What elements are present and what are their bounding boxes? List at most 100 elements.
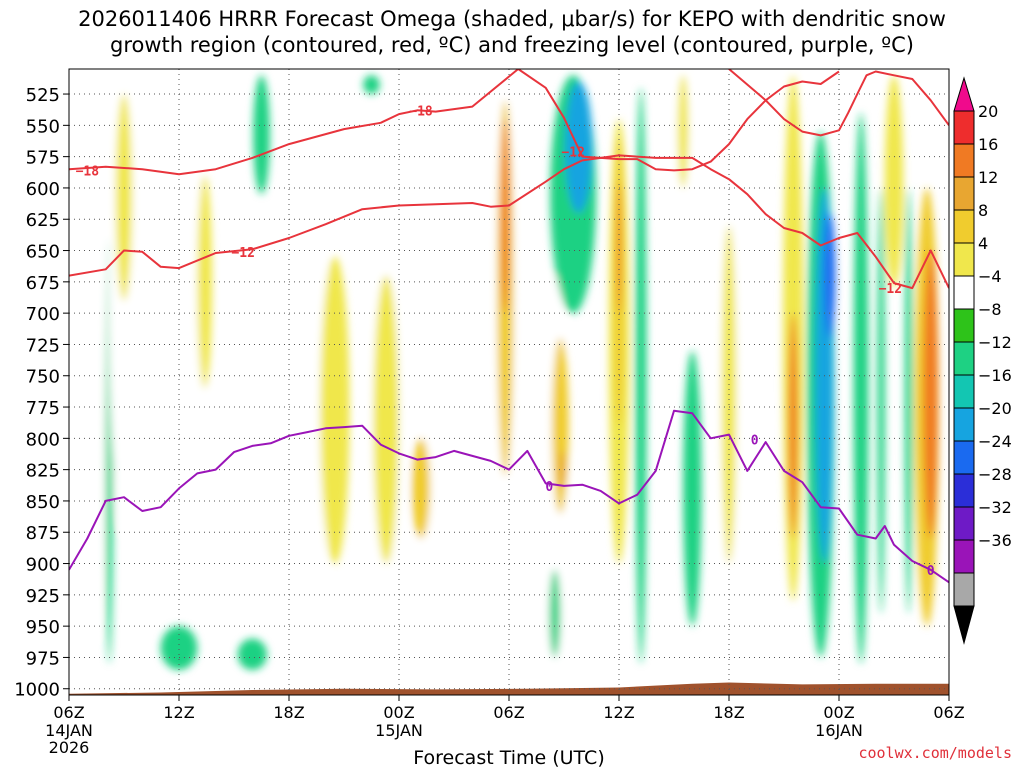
colorbar-bin-9 bbox=[953, 407, 975, 442]
omega-cell-41 bbox=[558, 450, 566, 489]
y-tick-label-1000: 1000 bbox=[14, 680, 60, 701]
y-tick-label-950: 950 bbox=[26, 617, 60, 638]
omega-cell-33 bbox=[884, 75, 904, 289]
contour-minus-18-right bbox=[728, 69, 949, 137]
omega-cell-46 bbox=[923, 250, 939, 539]
contour-minus-18-upper bbox=[69, 69, 519, 176]
x-tick-sublabel-7-0: 16JAN bbox=[815, 721, 863, 740]
x-axis-label: Forecast Time (UTC) bbox=[413, 747, 604, 768]
contour-label-5: 0 bbox=[545, 480, 553, 495]
contour-label-6: 0 bbox=[751, 434, 759, 449]
colorbar-label-8: −16 bbox=[978, 366, 1012, 385]
x-tick-sublabel-3-0: 15JAN bbox=[375, 721, 423, 740]
omega-cell-21 bbox=[671, 75, 696, 314]
x-tick-label-7: 00Z bbox=[823, 703, 854, 722]
omega-cell-27 bbox=[320, 256, 350, 564]
colorbar-label-7: −12 bbox=[978, 333, 1012, 352]
colorbar-label-11: −28 bbox=[978, 465, 1012, 484]
colorbar-bin-8 bbox=[953, 374, 975, 409]
omega-cell-17 bbox=[853, 112, 869, 664]
y-tick-label-525: 525 bbox=[26, 85, 60, 106]
chart-title-line-1: 2026011406 HRRR Forecast Omega (shaded, … bbox=[78, 7, 946, 31]
omega-cell-0 bbox=[80, 81, 106, 639]
colorbar-label-4: 4 bbox=[978, 234, 988, 253]
contour-freezing-level bbox=[69, 409, 949, 584]
colorbar-bin-5 bbox=[953, 275, 975, 310]
x-tick-label-8: 06Z bbox=[933, 703, 964, 722]
colorbar-bin-3 bbox=[953, 209, 975, 244]
colorbar-top-arrow bbox=[953, 76, 975, 112]
omega-cell-44 bbox=[616, 181, 622, 314]
x-tick-label-2: 18Z bbox=[273, 703, 304, 722]
y-tick-label-550: 550 bbox=[26, 116, 60, 137]
omega-cell-37 bbox=[411, 438, 431, 539]
colorbar-bin-6 bbox=[953, 308, 975, 343]
contour-lines bbox=[69, 69, 949, 584]
colorbar-label-10: −24 bbox=[978, 432, 1012, 451]
omega-cell-45 bbox=[788, 313, 798, 539]
colorbar-label-0: 20 bbox=[978, 102, 998, 121]
omega-cell-1 bbox=[151, 87, 170, 489]
colorbar-bin-13 bbox=[953, 539, 975, 574]
colorbar-label-6: −8 bbox=[978, 300, 1002, 319]
y-tick-label-925: 925 bbox=[26, 586, 60, 607]
contour-labels: −18 −18 −12 −12 −12 0 0 0 bbox=[76, 104, 935, 579]
grid-lines bbox=[69, 69, 949, 695]
colorbar-label-5: −4 bbox=[978, 267, 1002, 286]
x-tick-label-5: 12Z bbox=[603, 703, 634, 722]
y-tick-label-575: 575 bbox=[26, 148, 60, 169]
omega-cell-6 bbox=[160, 626, 198, 670]
colorbar-label-9: −20 bbox=[978, 399, 1012, 418]
x-tick-label-4: 06Z bbox=[493, 703, 524, 722]
colorbar-bin-0 bbox=[953, 110, 975, 145]
colorbar-bin-10 bbox=[953, 440, 975, 475]
omega-cell-2 bbox=[227, 238, 241, 426]
x-tick-sublabel-0-0: 14JAN bbox=[45, 721, 93, 740]
omega-cell-8 bbox=[683, 350, 702, 627]
y-tick-label-900: 900 bbox=[26, 555, 60, 576]
y-tick-label-875: 875 bbox=[26, 523, 60, 544]
contour-label-7: 0 bbox=[927, 564, 935, 579]
chart-title-line-2: growth region (contoured, red, ºC) and f… bbox=[110, 33, 914, 57]
omega-cell-18 bbox=[877, 187, 885, 614]
colorbar-bin-7 bbox=[953, 341, 975, 376]
colorbar-bin-2 bbox=[953, 176, 975, 211]
omega-cell-43 bbox=[501, 119, 510, 314]
omega-cell-19 bbox=[905, 187, 913, 614]
omega-cell-5 bbox=[363, 75, 380, 95]
colorbar-label-1: 16 bbox=[978, 135, 998, 154]
source-credit: coolwx.com/models bbox=[858, 744, 1012, 762]
omega-cell-14 bbox=[253, 75, 270, 195]
x-tick-sublabel-0-1: 2026 bbox=[49, 738, 90, 757]
colorbar-bin-11 bbox=[953, 473, 975, 508]
contour-label-3: −12 bbox=[561, 146, 584, 161]
omega-cell-24 bbox=[549, 569, 561, 658]
contour-label-0: −18 bbox=[76, 164, 100, 179]
contour-minus-12-lower bbox=[69, 154, 949, 290]
colorbar-label-2: 12 bbox=[978, 168, 998, 187]
y-tick-label-825: 825 bbox=[26, 461, 60, 482]
x-tick-label-6: 18Z bbox=[713, 703, 744, 722]
y-tick-label-600: 600 bbox=[26, 179, 60, 200]
omega-cell-32 bbox=[677, 75, 689, 188]
colorbar-label-3: 8 bbox=[978, 201, 988, 220]
colorbar-bin-1 bbox=[953, 143, 975, 178]
omega-cell-29 bbox=[373, 275, 399, 564]
omega-cell-42 bbox=[824, 212, 836, 339]
colorbar-bin-4 bbox=[953, 242, 975, 277]
chart-title: 2026011406 HRRR Forecast Omega (shaded, … bbox=[0, 6, 1024, 58]
y-tick-label-800: 800 bbox=[26, 429, 60, 450]
terrain-layer bbox=[69, 682, 949, 695]
x-tick-label-1: 12Z bbox=[163, 703, 194, 722]
omega-cell-28 bbox=[115, 94, 133, 301]
y-tick-label-750: 750 bbox=[26, 367, 60, 388]
colorbar-label-13: −36 bbox=[978, 531, 1012, 550]
y-tick-label-775: 775 bbox=[26, 398, 60, 419]
x-tick-label-0: 06Z bbox=[53, 703, 84, 722]
y-tick-label-625: 625 bbox=[26, 210, 60, 231]
y-tick-label-725: 725 bbox=[26, 335, 60, 356]
y-axis: 525 550 575 600 625 650 675 700 725 750 775 800 825 8… bbox=[14, 85, 69, 701]
omega-cell-7 bbox=[237, 638, 267, 670]
